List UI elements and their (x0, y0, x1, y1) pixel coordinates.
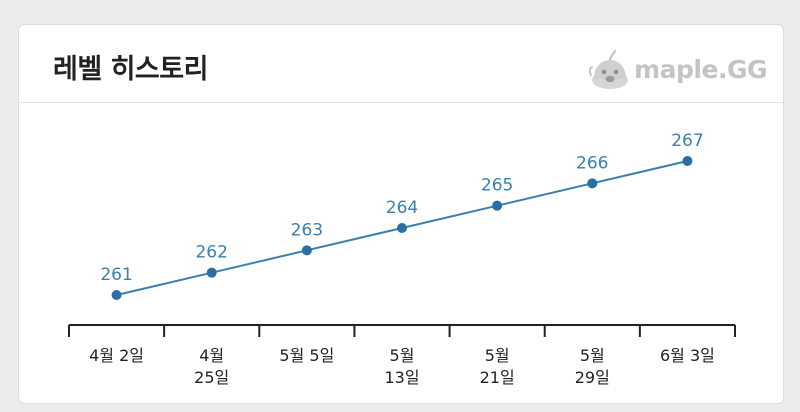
data-label: 262 (195, 243, 227, 263)
x-tick-label: 5월 21일 (480, 346, 515, 387)
level-line-chart: 261 262 263 264 265 266 267 4월 2일 4월 25일 5월 5일 5월 13… (68, 131, 736, 387)
data-label: 264 (386, 198, 418, 218)
data-label: 267 (671, 131, 703, 151)
data-point (397, 223, 407, 233)
data-point (682, 156, 693, 166)
x-tick-label: 4월 25일 (194, 346, 229, 387)
x-tick-label: 6월 3일 (660, 346, 715, 365)
slime-mascot-icon (589, 49, 629, 89)
level-history-card: 레벨 히스토리 maple.GG 261 262 263 264 265 266 267 4월… (18, 24, 784, 404)
card-header: 레벨 히스토리 maple.GG (19, 25, 783, 103)
brand-name: maple.GG (634, 54, 767, 84)
brand[interactable]: maple.GG (588, 47, 767, 91)
data-label: 265 (481, 176, 513, 196)
data-point (301, 245, 312, 256)
x-tick-label: 4월 2일 (89, 346, 144, 365)
data-point (492, 200, 503, 211)
data-point (111, 290, 122, 300)
data-label: 263 (291, 220, 323, 240)
x-tick-label: 5월 5일 (279, 346, 334, 365)
data-point (206, 267, 217, 278)
data-point (587, 178, 598, 189)
data-label: 261 (100, 265, 132, 285)
x-tick-label: 5월 13일 (384, 346, 419, 387)
x-tick-label: 5월 29일 (575, 346, 610, 387)
card-title: 레벨 히스토리 (53, 54, 208, 85)
data-label: 266 (576, 153, 608, 173)
